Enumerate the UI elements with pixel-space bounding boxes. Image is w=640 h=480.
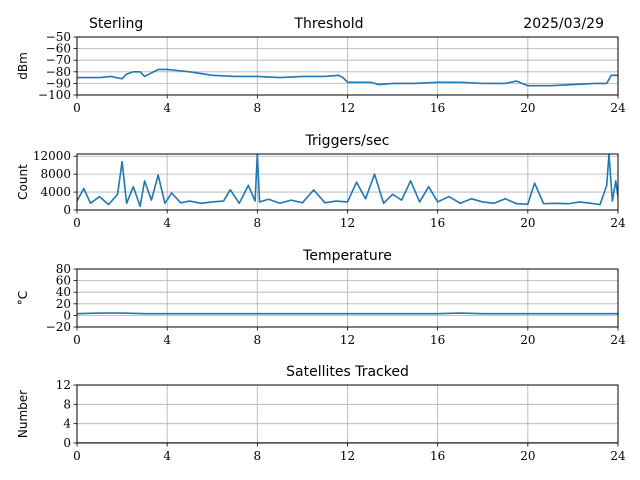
x-tick-label: 20: [520, 216, 535, 230]
y-tick-label: 8000: [40, 167, 71, 181]
x-tick-label: 0: [73, 449, 81, 463]
y-tick-label: 4000: [40, 185, 71, 199]
x-tick-label: 8: [254, 333, 262, 347]
y-axis-label: dBm: [16, 52, 30, 80]
panels: 0 4 8 12 16 20 24 −50−60−70−80−90−100 dBm 0 4 8 12 16…: [16, 30, 626, 463]
panel-3: 0 4 8 12 16 20 24 0 4 8 12 Number Satellites Tracked: [16, 364, 626, 463]
x-tick-label: 0: [73, 216, 81, 230]
x-tick-label: 8: [254, 101, 262, 115]
y-tick-label: −50: [46, 30, 71, 44]
panel-title: Triggers/sec: [305, 133, 390, 149]
x-tick-label: 12: [340, 333, 355, 347]
y-tick-label: −70: [46, 53, 71, 67]
series-line: [77, 68, 618, 87]
series-line: [77, 154, 618, 208]
panel-title: Satellites Tracked: [286, 364, 409, 380]
x-tick-label: 0: [73, 101, 81, 115]
x-tick-label: 8: [254, 449, 262, 463]
x-tick-label: 8: [254, 216, 262, 230]
x-tick-label: 4: [163, 101, 171, 115]
x-tick-label: 20: [520, 101, 535, 115]
chart-title: Threshold: [294, 16, 364, 32]
y-tick-label: 12: [56, 378, 71, 392]
station-label: Sterling: [89, 16, 143, 32]
x-tick-label: 24: [610, 101, 626, 115]
y-axis-label: °C: [16, 291, 30, 305]
x-tick-label: 24: [610, 449, 626, 463]
x-tick-label: 16: [430, 333, 445, 347]
panel-title: Temperature: [302, 248, 392, 264]
y-tick-label: 4: [63, 417, 71, 431]
x-tick-label: 0: [73, 333, 81, 347]
x-tick-label: 4: [163, 216, 171, 230]
y-tick-label: 20: [56, 297, 71, 311]
panel-0: 0 4 8 12 16 20 24 −50−60−70−80−90−100 dBm: [16, 30, 626, 115]
x-tick-label: 20: [520, 333, 535, 347]
y-axis-label: Count: [16, 164, 30, 200]
y-tick-label: −80: [46, 65, 71, 79]
x-tick-label: 12: [340, 449, 355, 463]
x-tick-label: 16: [430, 216, 445, 230]
y-tick-label: −100: [38, 88, 71, 102]
series-line: [77, 312, 618, 315]
date-label: 2025/03/29: [523, 16, 604, 32]
y-tick-label: −20: [46, 320, 71, 334]
y-tick-label: 0: [63, 203, 71, 217]
x-tick-label: 12: [340, 101, 355, 115]
y-axis-label: Number: [16, 390, 30, 438]
y-tick-label: 40: [56, 285, 71, 299]
x-tick-label: 12: [340, 216, 355, 230]
y-tick-label: 12000: [33, 149, 71, 163]
y-tick-label: −90: [46, 76, 71, 90]
x-tick-label: 16: [430, 449, 445, 463]
x-tick-label: 4: [163, 333, 171, 347]
y-tick-label: −60: [46, 42, 71, 56]
y-tick-label: 80: [56, 262, 71, 276]
x-tick-label: 16: [430, 101, 445, 115]
x-tick-label: 20: [520, 449, 535, 463]
y-tick-label: 0: [63, 308, 71, 322]
x-tick-label: 4: [163, 449, 171, 463]
y-tick-label: 60: [56, 274, 71, 288]
y-tick-label: 8: [63, 397, 71, 411]
y-tick-label: 0: [63, 436, 71, 450]
x-tick-label: 24: [610, 333, 626, 347]
x-tick-label: 24: [610, 216, 626, 230]
